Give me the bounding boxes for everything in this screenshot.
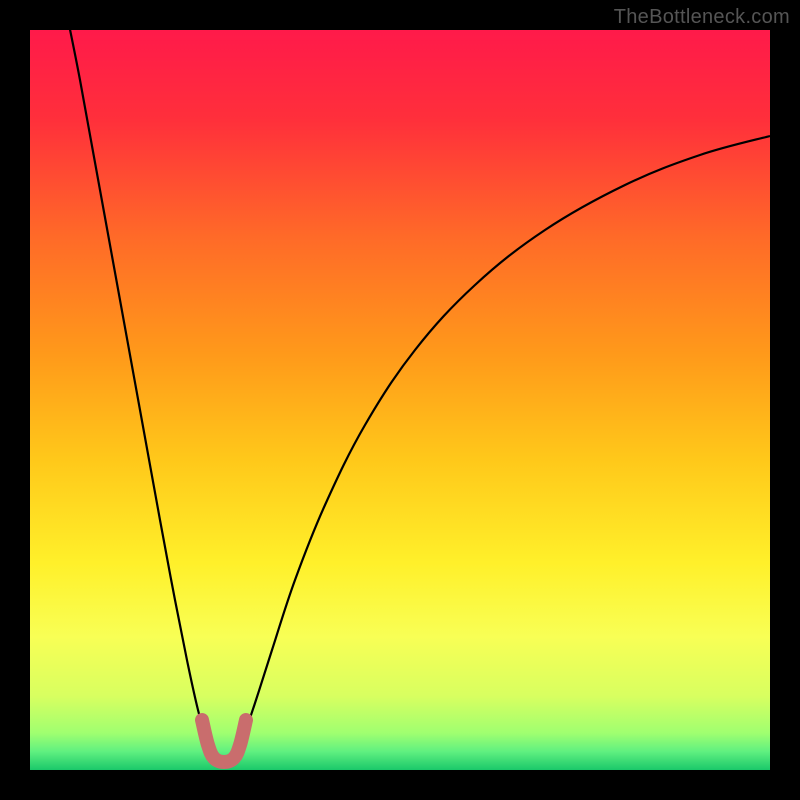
watermark-text: TheBottleneck.com <box>614 6 790 29</box>
plot-background <box>30 30 770 770</box>
bottleneck-chart <box>0 0 800 800</box>
chart-container: { "watermark": { "text": "TheBottleneck.… <box>0 0 800 800</box>
